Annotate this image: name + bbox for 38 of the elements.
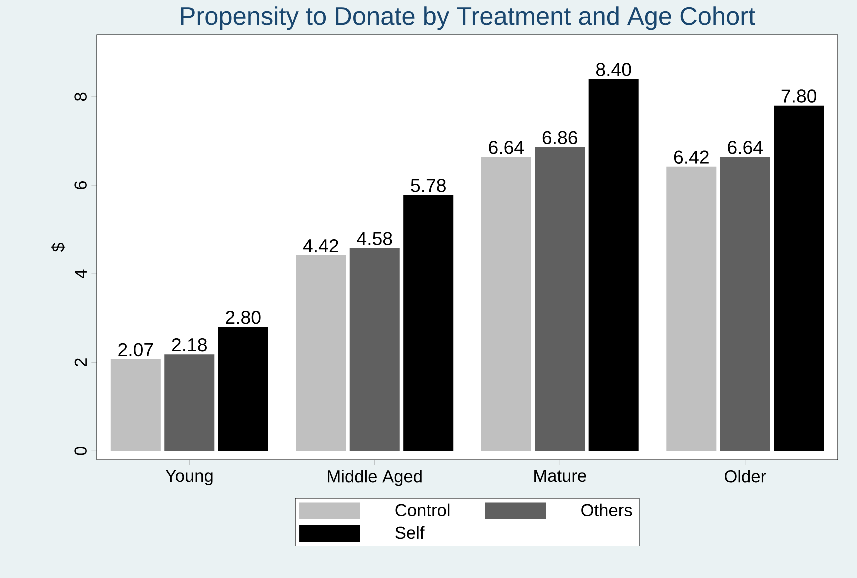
data-label: 5.78 <box>411 179 446 192</box>
y-tick-label: 6 <box>74 181 87 190</box>
legend-label: Others <box>582 504 632 517</box>
x-tick-label: Young <box>166 470 213 486</box>
y-tick-label: 2 <box>74 358 87 367</box>
x-tick-label: Mature <box>534 470 586 482</box>
bar <box>164 354 215 452</box>
data-label: 6.64 <box>489 141 524 154</box>
y-tick-label: 0 <box>74 446 87 456</box>
data-label: 8.40 <box>596 63 632 76</box>
bar <box>666 166 717 452</box>
data-label: 4.58 <box>357 232 392 246</box>
legend-label: Self <box>396 526 425 540</box>
bar <box>296 255 346 452</box>
bar <box>588 79 639 452</box>
bar <box>720 157 770 452</box>
bar <box>774 106 824 452</box>
legend-label: Control <box>396 504 450 517</box>
bar <box>110 359 161 452</box>
data-label: 6.64 <box>728 141 763 154</box>
y-axis-title: $ <box>51 242 66 252</box>
chart-title: Propensity to Donate by Treatment and Age Cohort <box>181 6 756 30</box>
data-label: 4.42 <box>303 239 338 253</box>
bar <box>404 195 454 452</box>
data-label: 7.80 <box>782 90 817 103</box>
data-label: 6.42 <box>674 150 709 164</box>
y-tick-label: 4 <box>75 270 87 278</box>
x-tick-label: Middle Aged <box>328 470 422 486</box>
bar <box>218 327 268 452</box>
data-label: 2.80 <box>226 311 261 324</box>
x-tick-label: Older <box>724 470 766 483</box>
bar <box>535 147 586 452</box>
bar <box>481 157 532 452</box>
bar <box>350 248 400 452</box>
data-label: 2.07 <box>118 343 154 357</box>
data-label: 2.18 <box>172 338 207 352</box>
y-tick-label: 8 <box>74 92 87 102</box>
data-label: 6.86 <box>542 131 578 145</box>
